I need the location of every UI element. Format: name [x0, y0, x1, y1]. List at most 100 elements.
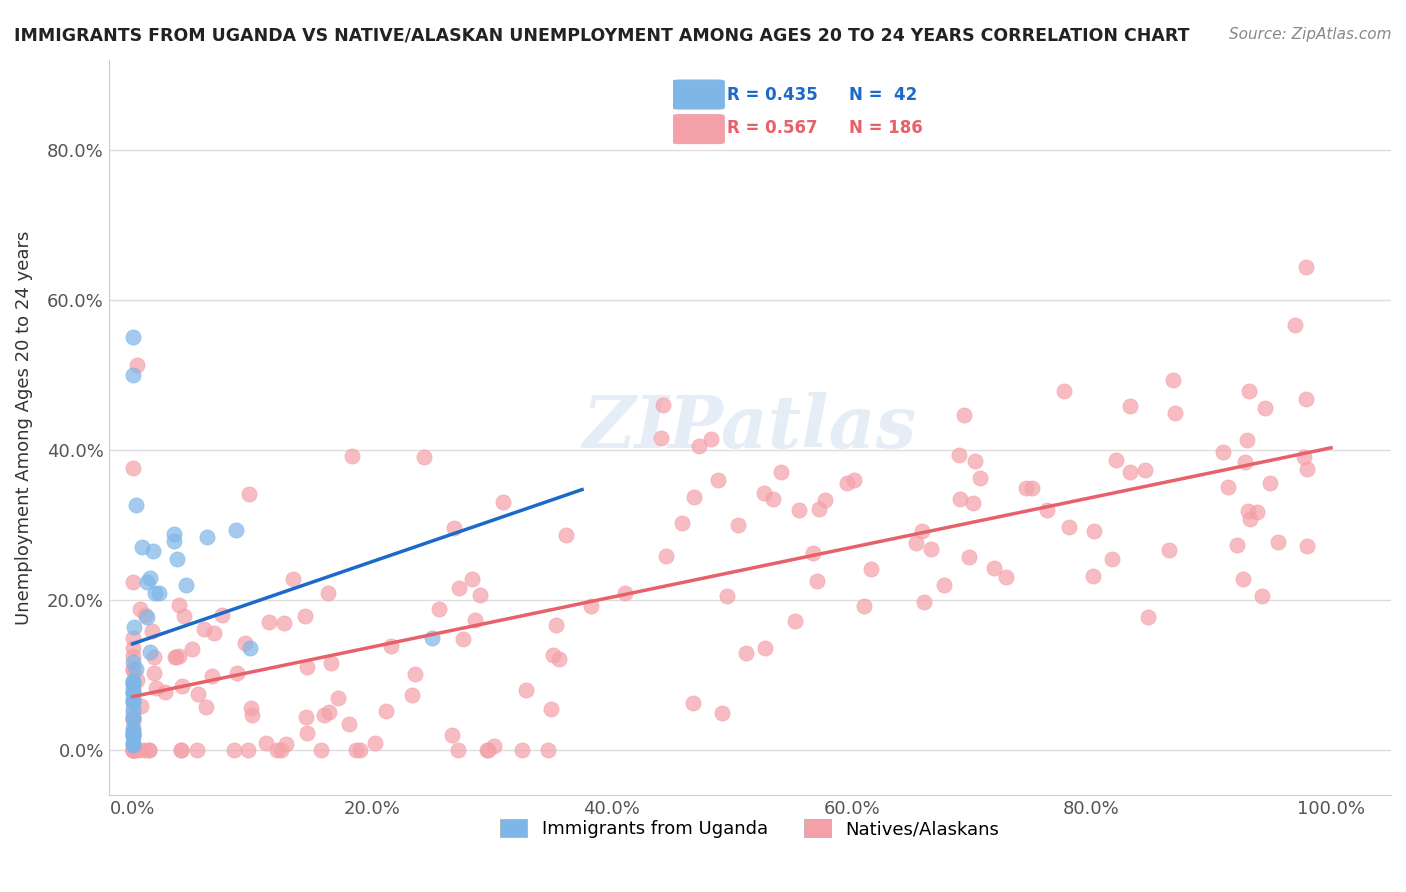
Point: [537, 743, 560, 757]
Point: [121, 368, 143, 382]
Point: [225, 523, 247, 537]
Point: [121, 712, 143, 726]
Point: [193, 622, 215, 636]
Point: [121, 655, 143, 669]
Point: [844, 473, 866, 487]
Point: [121, 681, 143, 695]
Point: [165, 649, 187, 664]
Point: [121, 692, 143, 706]
Point: [143, 666, 166, 681]
Point: [957, 550, 980, 565]
Point: [1137, 610, 1160, 624]
Point: [962, 496, 984, 510]
Point: [754, 640, 776, 655]
Point: [121, 743, 143, 757]
Point: [121, 330, 143, 344]
Point: [121, 641, 143, 656]
Point: [1101, 552, 1123, 566]
Point: [153, 685, 176, 699]
Point: [124, 743, 146, 757]
Point: [121, 702, 143, 716]
Point: [1258, 475, 1281, 490]
Point: [122, 743, 145, 757]
Point: [295, 710, 318, 724]
Point: [1216, 480, 1239, 494]
Point: [226, 666, 249, 681]
Point: [1014, 481, 1036, 495]
Point: [321, 657, 343, 671]
Point: [121, 710, 143, 724]
Point: [477, 743, 499, 757]
Point: [187, 687, 209, 701]
Point: [273, 615, 295, 630]
Point: [121, 710, 143, 724]
Point: [1239, 511, 1261, 525]
Point: [1295, 461, 1317, 475]
Point: [420, 631, 443, 645]
Point: [121, 574, 143, 589]
Point: [492, 494, 515, 508]
Point: [688, 439, 710, 453]
Point: [541, 648, 564, 663]
Point: [134, 743, 156, 757]
Point: [211, 608, 233, 623]
Point: [167, 598, 190, 612]
Point: [540, 702, 562, 716]
Point: [337, 717, 360, 731]
Point: [121, 674, 143, 689]
Point: [700, 432, 723, 446]
Point: [655, 549, 678, 563]
Point: [259, 615, 281, 629]
Point: [949, 492, 972, 507]
Point: [914, 594, 936, 608]
Point: [127, 743, 149, 757]
Point: [186, 743, 208, 757]
Point: [125, 662, 148, 676]
Point: [806, 574, 828, 589]
Point: [270, 743, 292, 757]
Point: [145, 681, 167, 696]
Point: [1296, 539, 1319, 553]
Point: [138, 743, 160, 757]
Point: [1284, 318, 1306, 332]
Point: [1164, 406, 1187, 420]
Point: [1021, 481, 1043, 495]
Point: [813, 492, 835, 507]
Point: [309, 743, 332, 757]
Point: [441, 728, 464, 742]
Point: [318, 586, 340, 600]
Point: [1267, 535, 1289, 549]
Point: [969, 470, 991, 484]
Point: [413, 450, 436, 464]
Point: [295, 660, 318, 674]
Point: [754, 486, 776, 500]
Point: [195, 700, 218, 714]
Point: [163, 527, 186, 541]
Point: [807, 501, 830, 516]
Point: [170, 743, 193, 757]
Point: [1212, 444, 1234, 458]
Point: [121, 721, 143, 735]
Point: [174, 578, 197, 592]
Point: [762, 492, 785, 507]
Point: [1236, 434, 1258, 448]
Point: [859, 562, 882, 576]
Point: [614, 586, 637, 600]
Point: [312, 707, 335, 722]
Point: [121, 743, 143, 757]
Point: [1159, 543, 1181, 558]
Point: [238, 487, 260, 501]
Point: [173, 608, 195, 623]
Point: [172, 679, 194, 693]
Point: [121, 730, 143, 744]
Point: [770, 465, 793, 479]
Point: [1295, 392, 1317, 406]
Point: [195, 530, 218, 544]
Point: [240, 701, 263, 715]
Point: [1254, 401, 1277, 416]
Point: [349, 743, 371, 757]
Point: [180, 642, 202, 657]
Point: [581, 599, 603, 613]
Point: [682, 697, 704, 711]
Point: [125, 498, 148, 512]
